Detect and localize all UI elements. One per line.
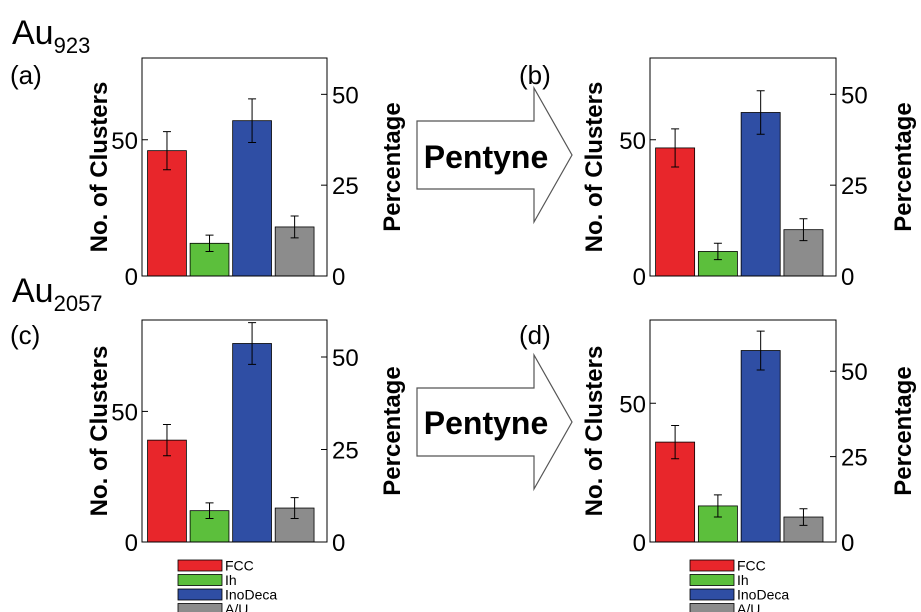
legend-label: A/U: [737, 601, 760, 612]
error-bar: [205, 502, 214, 519]
y2-axis-label: Percentage: [890, 102, 917, 231]
y-axis-label: No. of Clusters: [581, 82, 608, 253]
y-axis-label: No. of Clusters: [581, 346, 608, 517]
bar-fcc: [147, 439, 187, 543]
legend-label: InoDeca: [737, 587, 789, 603]
reaction-arrow-bottom: Pentyne: [416, 352, 573, 492]
y-tick-label: 50: [619, 391, 646, 418]
error-bar: [162, 423, 171, 457]
y2-tick-label: 25: [841, 445, 868, 472]
y2-axis-label: Percentage: [379, 102, 406, 231]
bar-inodeca: [740, 350, 781, 543]
y2-tick-label: 50: [332, 345, 359, 372]
chart-panel-b: 0 50 0 25 50 No. of Clusters Percentage (b): [519, 57, 917, 291]
legend-swatch: [689, 588, 735, 601]
plot-frame: [141, 57, 328, 277]
y-tick-label: 50: [111, 128, 138, 155]
y2-tick-label: 25: [332, 438, 359, 465]
plot-frame: [141, 319, 328, 543]
error-bar: [713, 242, 722, 261]
arrow-label-bottom: Pentyne: [424, 405, 548, 441]
y2-axis-label: Percentage: [890, 366, 917, 495]
y2-tick-label: 25: [841, 173, 868, 200]
y-tick-label: 0: [125, 530, 138, 557]
legend-swatch: [177, 574, 223, 586]
legend-swatch: [689, 603, 735, 612]
y-tick-label: 0: [125, 264, 138, 291]
y-tick-label: 0: [633, 530, 646, 557]
error-bar: [162, 131, 171, 171]
bar-fcc: [147, 150, 187, 277]
y2-tick-label: 50: [841, 82, 868, 109]
bar-inodeca: [232, 343, 272, 543]
legend-label: InoDeca: [225, 587, 277, 603]
legend-swatch: [689, 574, 735, 586]
chart-panel-d: 0 50 0 25 50 No. of Clusters Percentage (d): [519, 319, 917, 557]
panel-label: (d): [519, 320, 551, 350]
y-tick-label: 50: [619, 128, 646, 155]
error-bar: [248, 322, 257, 365]
plot-frame: [649, 57, 837, 277]
error-bar: [799, 218, 808, 242]
y2-tick-label: 25: [332, 173, 359, 200]
bar-inodeca: [740, 112, 781, 277]
group-title-au2057: Au2057: [12, 272, 103, 316]
bar-inodeca: [232, 120, 272, 277]
y2-tick-label: 0: [841, 530, 854, 557]
legend-swatch: [177, 603, 223, 612]
legend-label: Ih: [225, 572, 237, 588]
panel-label: (c): [10, 320, 40, 350]
y-tick-label: 0: [633, 264, 646, 291]
y2-axis-label: Percentage: [379, 366, 406, 495]
error-bar: [756, 330, 765, 371]
y-axis-label: No. of Clusters: [86, 82, 113, 253]
error-bar: [248, 98, 257, 143]
error-bar: [713, 494, 722, 518]
legend-swatch: [689, 559, 735, 572]
error-bar: [290, 215, 299, 239]
legend-label: A/U: [225, 601, 248, 612]
legend-swatch: [177, 559, 223, 572]
y2-tick-label: 0: [332, 530, 345, 557]
bar-fcc: [655, 147, 696, 277]
error-bar: [290, 497, 299, 519]
error-bar: [671, 424, 680, 460]
error-bar: [799, 508, 808, 526]
error-bar: [205, 234, 214, 252]
plot-frame: [649, 319, 837, 543]
legend-label: FCC: [225, 558, 254, 574]
arrow-label-top: Pentyne: [424, 139, 548, 175]
y2-tick-label: 0: [332, 264, 345, 291]
y2-tick-label: 50: [332, 82, 359, 109]
y2-tick-label: 0: [841, 264, 854, 291]
y2-tick-label: 50: [841, 359, 868, 386]
error-bar: [756, 90, 765, 135]
y-tick-label: 50: [111, 399, 138, 426]
group-title-au923: Au923: [12, 14, 90, 58]
legend-label: FCC: [737, 558, 766, 574]
legend-label: Ih: [737, 572, 749, 588]
y-axis-label: No. of Clusters: [86, 346, 113, 517]
panel-label: (b): [519, 60, 551, 90]
reaction-arrow-top: Pentyne: [416, 85, 573, 225]
panel-label: (a): [10, 60, 42, 90]
legend-swatch: [177, 588, 223, 601]
error-bar: [671, 128, 680, 168]
